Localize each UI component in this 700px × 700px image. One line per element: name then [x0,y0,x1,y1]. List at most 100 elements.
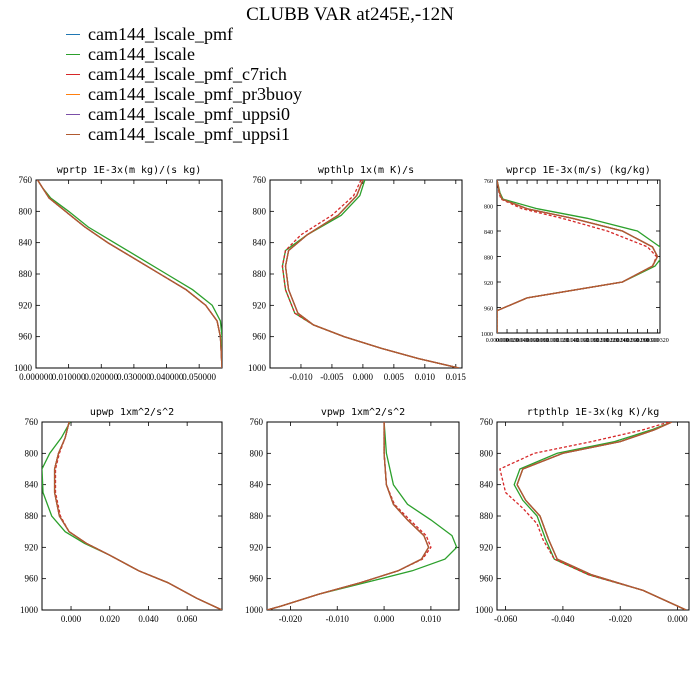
legend-swatch-1 [66,53,80,55]
legend-item: cam144_lscale_pmf_pr3buoy [66,84,302,104]
series-group [281,180,460,368]
legend-label: cam144_lscale_pmf_pr3buoy [88,83,302,104]
legend-item: cam144_lscale_pmf_c7rich [66,64,302,84]
panel-title: wpthlp 1x(m K)/s [318,165,414,176]
series-line-cam144_lscale_pmf [497,180,659,333]
x-tick-label: 0.000200 [586,338,609,344]
legend-swatch-4 [66,113,80,115]
series-line-cam144_lscale_pmf [284,180,460,368]
x-tick-label: 0.060 [177,614,198,624]
x-tick-label: 0.000280 [626,338,649,344]
series-line-cam144_lscale_pmf_uppsi1 [53,422,222,610]
series-line-cam144_lscale [281,180,460,368]
y-tick-label: 840 [25,480,39,490]
x-tick-label: 0.000180 [576,338,599,344]
legend-swatch-3 [66,93,80,95]
x-tick-label: 0.000220 [596,338,619,344]
y-tick-label: 760 [19,175,33,185]
y-tick-label: 800 [250,448,264,458]
x-tick-label: -0.010 [289,372,313,382]
legend-swatch-0 [66,33,80,35]
x-tick-label: 0.000020 [496,338,519,344]
y-tick-label: 840 [253,238,267,248]
legend-swatch-5 [66,133,80,135]
series-line-cam144_lscale_pmf [516,422,687,610]
panel-title: wprcp 1E-3x(m/s) (kg/kg) [506,165,651,176]
y-tick-label: 800 [484,205,493,211]
y-tick-label: 880 [250,511,264,521]
x-tick-label: 0.000000 [486,338,509,344]
series-line-cam144_lscale_pmf_uppsi1 [37,180,222,368]
y-tick-label: 760 [253,175,267,185]
series-line-cam144_lscale_pmf_c7rich [54,422,222,610]
series-line-cam144_lscale_pmf_uppsi1 [516,422,687,610]
series-group [37,180,222,368]
x-tick-label: 0.000 [667,614,688,624]
legend-label: cam144_lscale [88,43,195,64]
y-tick-label: 800 [253,206,267,216]
x-tick-label: -0.040 [551,614,575,624]
panel-title: rtpthlp 1E-3x(kg K)/kg [527,407,659,418]
series-line-cam144_lscale [42,422,222,610]
y-tick-label: 760 [25,417,39,427]
y-tick-label: 920 [19,300,33,310]
y-tick-label: 960 [250,574,264,584]
series-line-cam144_lscale_pmf_pr3buoy [284,180,460,368]
y-tick-label: 880 [253,269,267,279]
y-tick-label: 1000 [475,605,494,615]
chart-panel-5: rtpthlp 1E-3x(kg K)/kg 760 800 840 880 920 960… [475,407,690,624]
x-tick-label: 0.010 [421,614,442,624]
y-tick-label: 840 [250,480,264,490]
y-tick-label: 840 [484,230,493,236]
y-tick-label: 880 [19,269,33,279]
chart-panel-3: upwp 1xm^2/s^2 760 800 840 880 920 960 1000 0.00… [20,407,223,624]
legend-label: cam144_lscale_pmf_c7rich [88,63,287,84]
series-line-cam144_lscale_pmf_c7rich [499,422,687,610]
x-tick-label: 0.010000 [52,372,86,382]
x-tick-label: -0.020 [279,614,303,624]
series-group [42,422,222,610]
x-tick-label: 0.030000 [117,372,151,382]
legend-label: cam144_lscale_pmf [88,23,233,44]
legend: cam144_lscale_pmf cam144_lscale cam144_l… [66,24,302,144]
x-tick-label: 0.005 [384,372,405,382]
series-line-cam144_lscale [497,180,660,333]
y-tick-label: 880 [480,511,494,521]
panel-title: wprtp 1E-3x(m kg)/(s kg) [57,165,202,176]
legend-label: cam144_lscale_pmf_uppsi1 [88,123,290,144]
chart-panel-1: wpthlp 1x(m K)/s 760 800 840 880 920 960 1000 -0… [248,165,466,382]
x-tick-label: -0.010 [326,614,350,624]
series-line-cam144_lscale_pmf [53,422,222,610]
x-tick-label: 0.000 [61,614,82,624]
x-tick-label: 0.000120 [546,338,569,344]
series-line-cam144_lscale_pmf_uppsi0 [497,180,659,333]
series-line-cam144_lscale_pmf_pr3buoy [53,422,222,610]
x-tick-label: 0.000080 [526,338,549,344]
series-line-cam144_lscale_pmf_uppsi0 [516,422,687,610]
y-tick-label: 960 [25,574,39,584]
panel-title: vpwp 1xm^2/s^2 [321,407,405,418]
legend-item: cam144_lscale [66,44,302,64]
series-line-cam144_lscale_pmf_uppsi1 [497,180,659,333]
legend-item: cam144_lscale_pmf_uppsi1 [66,124,302,144]
series-line-cam144_lscale_pmf_c7rich [267,422,432,610]
x-tick-label: 0.000 [353,372,374,382]
y-tick-label: 800 [25,448,39,458]
y-tick-label: 1000 [14,363,33,373]
x-tick-label: 0.000260 [616,338,639,344]
y-tick-label: 920 [250,542,264,552]
x-tick-label: 0.050000 [182,372,216,382]
legend-swatch-2 [66,73,80,75]
series-line-cam144_lscale_pmf_c7rich [281,180,460,368]
x-tick-label: 0.000100 [536,338,559,344]
legend-label: cam144_lscale_pmf_uppsi0 [88,103,290,124]
x-tick-label: 0.000320 [646,338,669,344]
x-tick-label: 0.040000 [150,372,184,382]
y-tick-label: 960 [484,307,493,313]
chart-panel-4: vpwp 1xm^2/s^2 760 800 840 880 920 960 1000 -0.0… [245,407,460,624]
x-tick-label: -0.020 [609,614,633,624]
y-tick-label: 1000 [481,332,493,338]
y-tick-label: 760 [250,417,264,427]
y-tick-label: 880 [25,511,39,521]
